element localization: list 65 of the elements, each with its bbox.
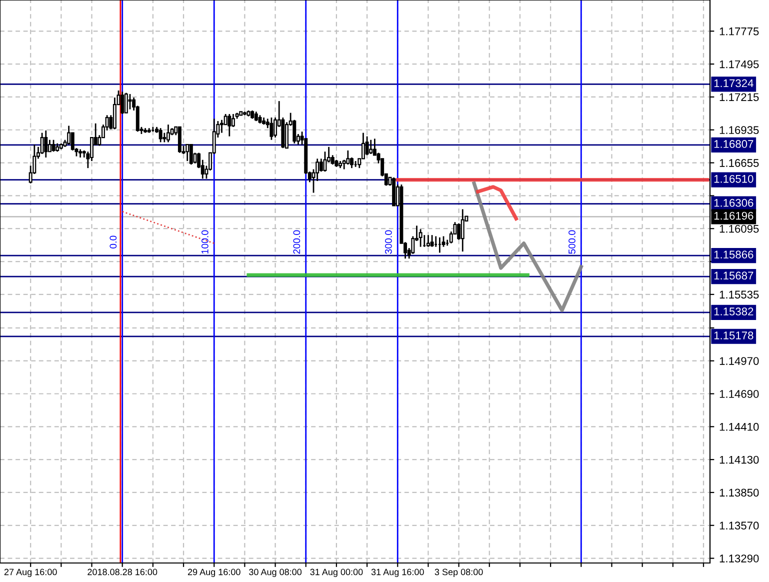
- x-tick-label: 3 Sep 08:00: [434, 568, 483, 577]
- annotation: 500.0: [568, 230, 576, 254]
- x-tick-label: 2018.08.28 16:00: [88, 568, 158, 576]
- y-tick-label: 1.16935: [720, 126, 759, 134]
- candlestick: [44, 130, 48, 158]
- candlestick: [460, 208, 464, 252]
- candlestick: [220, 119, 224, 134]
- candlestick: [166, 124, 170, 143]
- x-tick-label: 31 Aug 00:00: [310, 568, 363, 577]
- x-tick-label: 30 Aug 08:00: [249, 568, 302, 577]
- ref-line-label: 1.16196: [714, 212, 754, 220]
- x-tick-label: 27 Aug 16:00: [4, 568, 57, 577]
- y-tick-label: 1.17215: [720, 93, 759, 102]
- candlestick: [342, 159, 346, 170]
- candlestick: [120, 90, 124, 115]
- y-tick-label: 1.14410: [720, 422, 759, 431]
- candlestick: [369, 139, 373, 155]
- y-tick-label: 1.16095: [720, 224, 759, 233]
- candlestick: [270, 116, 274, 141]
- x-tick-label: 29 Aug 16:00: [188, 568, 240, 577]
- candlestick: [158, 127, 162, 143]
- y-tick-label: 1.13850: [720, 488, 759, 497]
- candlestick: [457, 222, 461, 240]
- y-tick-label: 1.17775: [720, 28, 759, 36]
- x-tick-label: 31 Aug 16:00: [371, 568, 424, 577]
- candlestick: [231, 113, 235, 128]
- line-series: [476, 185, 518, 220]
- ref-line-label: 1.15687: [714, 272, 754, 280]
- candlestick: [189, 144, 193, 166]
- candlestick: [124, 92, 128, 114]
- y-tick-label: 1.14690: [720, 390, 759, 398]
- ref-line-label: 1.16807: [714, 140, 754, 148]
- y-tick-label: 1.13570: [720, 522, 759, 530]
- y-tick-label: 1.16655: [720, 159, 759, 167]
- ref-line-label: 1.17324: [714, 79, 754, 88]
- ref-line-label: 1.16510: [714, 174, 754, 183]
- candlestick: [346, 150, 350, 166]
- candlestick: [52, 139, 56, 152]
- annotation: 200.0: [293, 230, 300, 254]
- candlestick: [40, 132, 44, 155]
- ref-line-label: 1.15866: [714, 250, 754, 259]
- annotation: 300.0: [385, 230, 392, 254]
- candlestick: [186, 144, 190, 162]
- candlestick: [228, 113, 232, 138]
- y-tick-label: 1.14970: [720, 357, 759, 365]
- line-series: [472, 182, 583, 312]
- y-tick-label: 1.15535: [720, 290, 759, 299]
- candlestick: [323, 150, 327, 172]
- candlestick: [48, 139, 52, 152]
- y-tick-label: 1.17495: [720, 60, 759, 68]
- candlestick: [162, 132, 166, 143]
- candlestick: [254, 110, 258, 122]
- candlestick: [426, 234, 430, 248]
- ref-line-label: 1.15178: [714, 332, 754, 340]
- y-tick-label: 1.14130: [720, 456, 759, 464]
- annotation: 100.0: [201, 230, 208, 254]
- candlestick: [365, 136, 369, 156]
- annotation: 0.0: [110, 236, 117, 248]
- y-tick-label: 1.13290: [720, 554, 759, 562]
- candlestick: [112, 96, 116, 130]
- ref-line-label: 1.15382: [714, 308, 754, 316]
- candlestick: [319, 158, 323, 172]
- candlestick: [418, 228, 422, 248]
- candlestick: [430, 234, 434, 248]
- ref-line-label: 1.16306: [714, 198, 754, 207]
